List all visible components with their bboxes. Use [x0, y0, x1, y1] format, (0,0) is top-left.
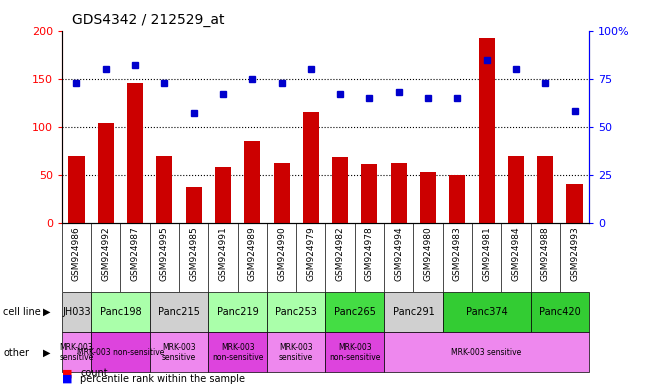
Text: percentile rank within the sample: percentile rank within the sample — [80, 374, 245, 384]
Bar — [537, 156, 553, 223]
Bar — [150, 332, 208, 372]
Text: Panc291: Panc291 — [393, 307, 434, 317]
Text: other: other — [3, 348, 29, 358]
Bar — [361, 164, 378, 223]
Bar — [391, 163, 407, 223]
Text: GSM924991: GSM924991 — [219, 226, 227, 281]
Text: MRK-003
non-sensitive: MRK-003 non-sensitive — [329, 343, 380, 362]
Text: Panc253: Panc253 — [275, 307, 317, 317]
Bar — [478, 38, 495, 223]
Text: Panc374: Panc374 — [465, 307, 508, 317]
Text: GSM924993: GSM924993 — [570, 226, 579, 281]
Text: MRK-003
non-sensitive: MRK-003 non-sensitive — [212, 343, 263, 362]
Bar — [244, 141, 260, 223]
Text: GSM924995: GSM924995 — [160, 226, 169, 281]
Bar — [420, 172, 436, 223]
Text: GSM924990: GSM924990 — [277, 226, 286, 281]
Text: GSM924978: GSM924978 — [365, 226, 374, 281]
Bar — [208, 292, 267, 332]
Bar — [384, 292, 443, 332]
Text: cell line: cell line — [3, 307, 41, 317]
Bar — [127, 83, 143, 223]
Text: GSM924992: GSM924992 — [102, 226, 110, 281]
Text: JH033: JH033 — [62, 307, 90, 317]
Bar — [326, 332, 384, 372]
Bar — [443, 292, 531, 332]
Bar — [62, 332, 91, 372]
Text: ■: ■ — [62, 368, 72, 378]
Bar — [531, 292, 589, 332]
Text: GSM924983: GSM924983 — [453, 226, 462, 281]
Text: Panc219: Panc219 — [217, 307, 258, 317]
Text: GSM924982: GSM924982 — [336, 226, 344, 281]
Text: ▶: ▶ — [43, 307, 51, 317]
Bar — [91, 292, 150, 332]
Bar — [62, 292, 91, 332]
Text: GSM924984: GSM924984 — [512, 226, 520, 281]
Bar — [326, 292, 384, 332]
Bar — [332, 157, 348, 223]
Text: ▶: ▶ — [43, 348, 51, 358]
Bar — [186, 187, 202, 223]
Text: Panc420: Panc420 — [539, 307, 581, 317]
Text: Panc265: Panc265 — [334, 307, 376, 317]
Text: GSM924980: GSM924980 — [424, 226, 432, 281]
Text: GSM924987: GSM924987 — [131, 226, 139, 281]
Bar — [273, 163, 290, 223]
Bar — [208, 332, 267, 372]
Text: GSM924979: GSM924979 — [307, 226, 315, 281]
Bar — [156, 156, 173, 223]
Bar — [449, 175, 465, 223]
Bar — [384, 332, 589, 372]
Bar — [267, 332, 326, 372]
Text: Panc198: Panc198 — [100, 307, 141, 317]
Text: MRK-003
sensitive: MRK-003 sensitive — [279, 343, 313, 362]
Text: ■: ■ — [62, 374, 72, 384]
Text: GSM924988: GSM924988 — [541, 226, 549, 281]
Text: GSM924989: GSM924989 — [248, 226, 256, 281]
Text: MRK-003 sensitive: MRK-003 sensitive — [452, 348, 521, 357]
Bar — [215, 167, 231, 223]
Text: MRK-003
sensitive: MRK-003 sensitive — [59, 343, 94, 362]
Bar — [566, 184, 583, 223]
Text: GSM924985: GSM924985 — [189, 226, 198, 281]
Bar — [267, 292, 326, 332]
Bar — [68, 156, 85, 223]
Text: count: count — [80, 368, 107, 378]
Bar — [150, 292, 208, 332]
Bar — [91, 332, 150, 372]
Text: MRK-003 non-sensitive: MRK-003 non-sensitive — [77, 348, 164, 357]
Bar — [303, 113, 319, 223]
Bar — [98, 123, 114, 223]
Text: GSM924981: GSM924981 — [482, 226, 491, 281]
Text: MRK-003
sensitive: MRK-003 sensitive — [162, 343, 196, 362]
Text: GDS4342 / 212529_at: GDS4342 / 212529_at — [72, 13, 225, 27]
Text: GSM924994: GSM924994 — [395, 226, 403, 281]
Text: Panc215: Panc215 — [158, 307, 200, 317]
Text: GSM924986: GSM924986 — [72, 226, 81, 281]
Bar — [508, 156, 524, 223]
